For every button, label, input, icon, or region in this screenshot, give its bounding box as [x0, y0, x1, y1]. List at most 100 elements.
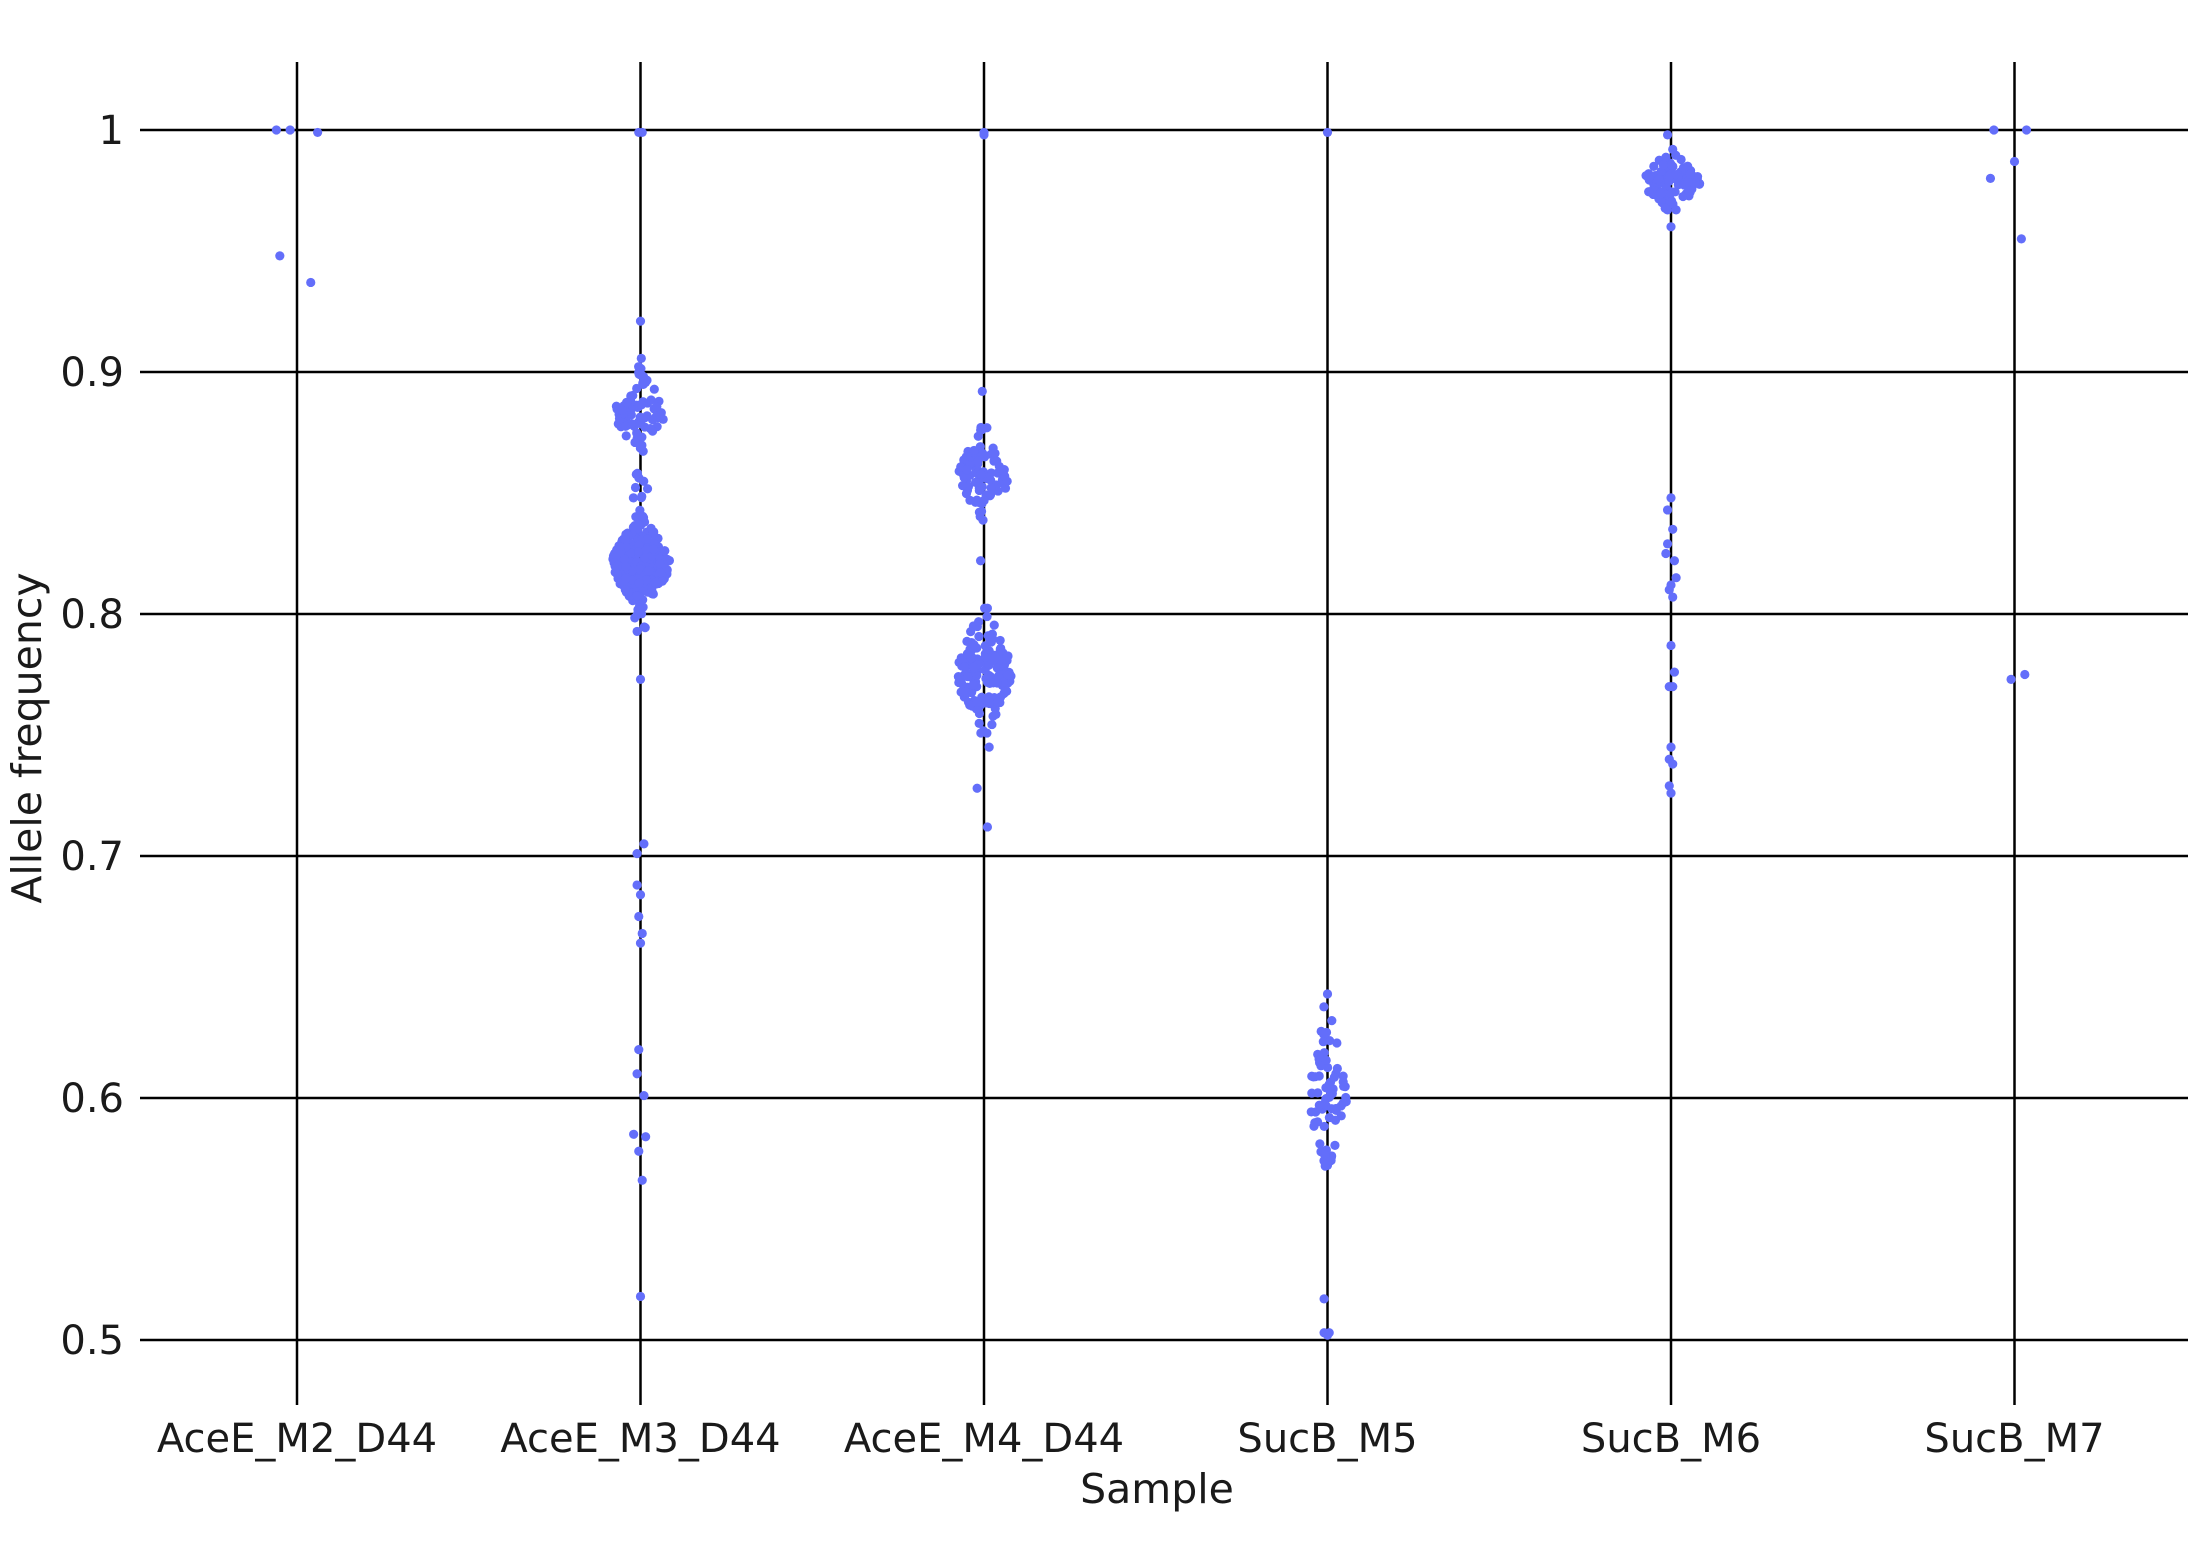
data-point [313, 127, 323, 138]
data-point [634, 546, 644, 557]
data-point [1666, 160, 1676, 170]
x-tick-labels: AceE_M2_D44 AceE_M3_D44 AceE_M4_D44 SucB_M5… [157, 1416, 2105, 1462]
data-point [619, 554, 630, 564]
data-point [972, 783, 982, 793]
data-point [306, 277, 316, 288]
y-axis-title: Allele frequency [3, 572, 51, 903]
data-point [632, 1069, 642, 1079]
data-point [612, 569, 622, 579]
data-point [977, 386, 987, 396]
data-point [635, 316, 646, 326]
data-point [644, 566, 654, 576]
data-point [1330, 1140, 1340, 1150]
data-point [634, 362, 644, 372]
data-point [632, 880, 642, 890]
data-point [639, 476, 649, 486]
data-point [634, 911, 644, 922]
data-point [655, 568, 666, 578]
data-point [990, 448, 1000, 458]
data-point [1671, 573, 1681, 583]
data-point [639, 1090, 649, 1101]
data-point [1336, 1101, 1346, 1111]
data-point [635, 938, 646, 948]
data-point [962, 649, 973, 659]
data-point [634, 1045, 644, 1055]
data-point [621, 574, 631, 584]
data-point [1656, 189, 1666, 199]
data-point [2020, 669, 2030, 680]
y-tick-label: 1 [99, 108, 124, 154]
data-point [621, 562, 631, 572]
data-point [636, 353, 646, 363]
data-point [2009, 156, 2020, 167]
data-point [645, 424, 655, 434]
data-point [621, 431, 631, 441]
data-point [979, 495, 989, 506]
data-point [1683, 177, 1693, 187]
data-point [1002, 476, 1012, 486]
data-point [968, 680, 979, 690]
data-point [974, 718, 984, 728]
data-point [1671, 205, 1681, 215]
data-point [1692, 172, 1703, 182]
data-point [1320, 1150, 1330, 1160]
data-point [1002, 651, 1012, 662]
data-point [651, 578, 661, 588]
data-point [639, 839, 649, 849]
data-point [652, 401, 662, 412]
data-point [976, 469, 986, 479]
data-point [999, 466, 1009, 476]
data-point [986, 489, 996, 500]
data-point [1989, 125, 1999, 135]
data-point [632, 383, 642, 394]
data-point [969, 640, 979, 650]
data-point [1322, 989, 1333, 999]
data-point [969, 662, 979, 672]
data-point [1671, 169, 1681, 180]
data-point [972, 495, 982, 505]
data-point [959, 662, 969, 672]
data-point [962, 465, 972, 475]
data-point [995, 635, 1005, 646]
data-point [632, 591, 642, 601]
data-point [1661, 152, 1671, 162]
x-tick-label: AceE_M4_D44 [844, 1416, 1124, 1462]
data-point [1332, 1063, 1342, 1074]
data-point [648, 544, 659, 554]
data-point [1666, 188, 1676, 198]
data-point [660, 546, 670, 556]
data-point [1322, 127, 1333, 138]
data-point [990, 652, 1001, 662]
data-point [1329, 1072, 1339, 1082]
data-point [632, 626, 642, 637]
data-point [615, 542, 625, 552]
data-point [1319, 1029, 1329, 1040]
data-point [2016, 234, 2026, 244]
data-point [1685, 169, 1696, 179]
data-point [628, 493, 638, 503]
data-point [637, 127, 647, 138]
data-point [969, 445, 979, 456]
data-point [1666, 222, 1676, 232]
data-point [637, 440, 647, 450]
data-point [1327, 1084, 1337, 1094]
data-point [1668, 144, 1678, 154]
data-point [637, 491, 647, 501]
data-point [633, 519, 643, 530]
data-point [1658, 160, 1668, 170]
data-point [966, 627, 976, 637]
data-point [631, 469, 641, 479]
data-point [641, 545, 651, 555]
data-point [285, 125, 295, 135]
data-point [1332, 1038, 1342, 1048]
data-point [649, 384, 659, 394]
data-point [630, 613, 640, 623]
data-point [1307, 1071, 1317, 1081]
data-point [1666, 640, 1676, 651]
data-point [986, 637, 996, 647]
data-point [1318, 1037, 1328, 1047]
data-point [617, 405, 628, 415]
data-point [2021, 125, 2032, 135]
data-point [642, 484, 653, 494]
